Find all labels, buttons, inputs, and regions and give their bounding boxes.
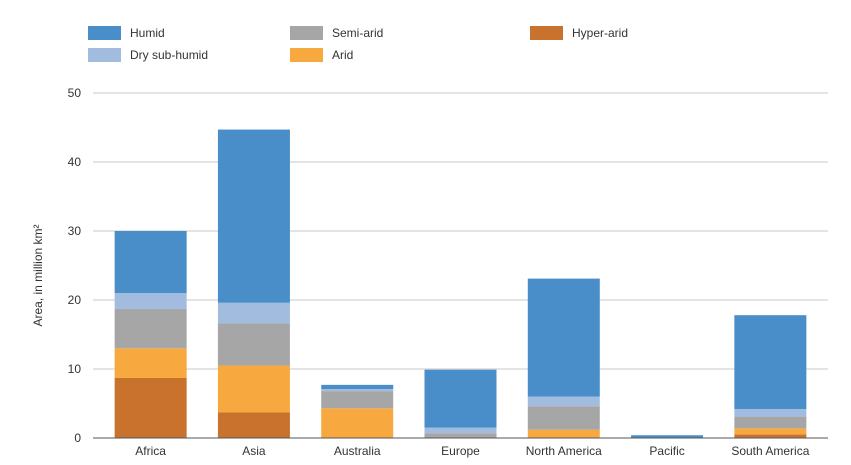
bar-australia-arid: [321, 408, 394, 438]
legend-label-arid: Arid: [332, 48, 353, 62]
legend-swatch-hyper-arid: [530, 26, 563, 40]
legend-label-hyper-arid: Hyper-arid: [572, 26, 628, 40]
bar-north-america-humid: [527, 278, 600, 397]
bar-group-africa: [114, 231, 187, 438]
x-tick-label-pacific: Pacific: [649, 444, 684, 458]
bar-asia-semi-arid: [217, 323, 290, 366]
bar-africa-dry-sub-humid: [114, 293, 187, 309]
y-axis-title: Area, in million km²: [31, 224, 45, 326]
x-tick-label-australia: Australia: [334, 444, 381, 458]
legend-item-humid: Humid: [88, 26, 165, 40]
bar-south-america-humid: [734, 315, 807, 410]
legend-label-semi-arid: Semi-arid: [332, 26, 383, 40]
legend-label-dry-sub-humid: Dry sub-humid: [130, 48, 208, 62]
legend-item-dry-sub-humid: Dry sub-humid: [88, 48, 208, 62]
y-tick-label-40: 40: [68, 155, 82, 169]
bar-group-australia: [321, 384, 394, 438]
bar-africa-hyper-arid: [114, 377, 187, 438]
bar-australia-semi-arid: [321, 391, 394, 409]
legend-label-humid: Humid: [130, 26, 165, 40]
legend-item-arid: Arid: [290, 48, 353, 62]
bar-europe-semi-arid: [424, 433, 497, 438]
x-tick-label-south-america: South America: [731, 444, 809, 458]
bar-australia-humid: [321, 384, 394, 390]
legend-item-semi-arid: Semi-arid: [290, 26, 383, 40]
bar-group-europe: [424, 369, 497, 438]
bar-south-america-hyper-arid: [734, 434, 807, 438]
bar-north-america-dry-sub-humid: [527, 396, 600, 407]
bar-europe-dry-sub-humid: [424, 427, 497, 434]
legend-item-hyper-arid: Hyper-arid: [530, 26, 628, 40]
legend-swatch-humid: [88, 26, 121, 40]
legend-swatch-semi-arid: [290, 26, 323, 40]
bar-europe-humid: [424, 369, 497, 428]
gridlines: [93, 92, 828, 370]
bar-africa-humid: [114, 231, 187, 294]
bar-asia-humid: [217, 129, 290, 303]
bar-group-north-america: [527, 278, 600, 438]
legend: Humid Semi-arid Hyper-arid Dry sub-humid Ari…: [88, 26, 628, 62]
bar-africa-arid: [114, 348, 187, 378]
y-tick-label-30: 30: [68, 224, 82, 238]
bar-north-america-arid: [527, 429, 600, 438]
legend-swatch-dry-sub-humid: [88, 48, 121, 62]
x-tick-label-africa: Africa: [135, 444, 166, 458]
bar-asia-hyper-arid: [217, 412, 290, 438]
bar-asia-arid: [217, 365, 290, 413]
y-tick-label-0: 0: [74, 431, 81, 445]
y-axis-ticks: 0 10 20 30 40 50: [68, 86, 82, 445]
bar-south-america-semi-arid: [734, 416, 807, 429]
bar-pacific-humid: [631, 435, 704, 438]
bars: [114, 129, 807, 438]
bar-group-asia: [217, 129, 290, 438]
bar-asia-dry-sub-humid: [217, 302, 290, 324]
bar-group-pacific: [631, 435, 704, 438]
bar-south-america-arid: [734, 428, 807, 435]
y-tick-label-10: 10: [68, 362, 82, 376]
x-axis-ticks: Africa Asia Australia Europe North America Pa…: [135, 444, 809, 458]
y-tick-label-20: 20: [68, 293, 82, 307]
bar-south-america-dry-sub-humid: [734, 409, 807, 417]
bar-group-south-america: [734, 315, 807, 438]
x-tick-label-asia: Asia: [242, 444, 266, 458]
x-tick-label-europe: Europe: [441, 444, 480, 458]
y-tick-label-50: 50: [68, 86, 82, 100]
bar-north-america-semi-arid: [527, 406, 600, 430]
x-tick-label-north-america: North America: [526, 444, 602, 458]
bar-australia-dry-sub-humid: [321, 389, 394, 392]
bar-africa-semi-arid: [114, 308, 187, 349]
legend-swatch-arid: [290, 48, 323, 62]
